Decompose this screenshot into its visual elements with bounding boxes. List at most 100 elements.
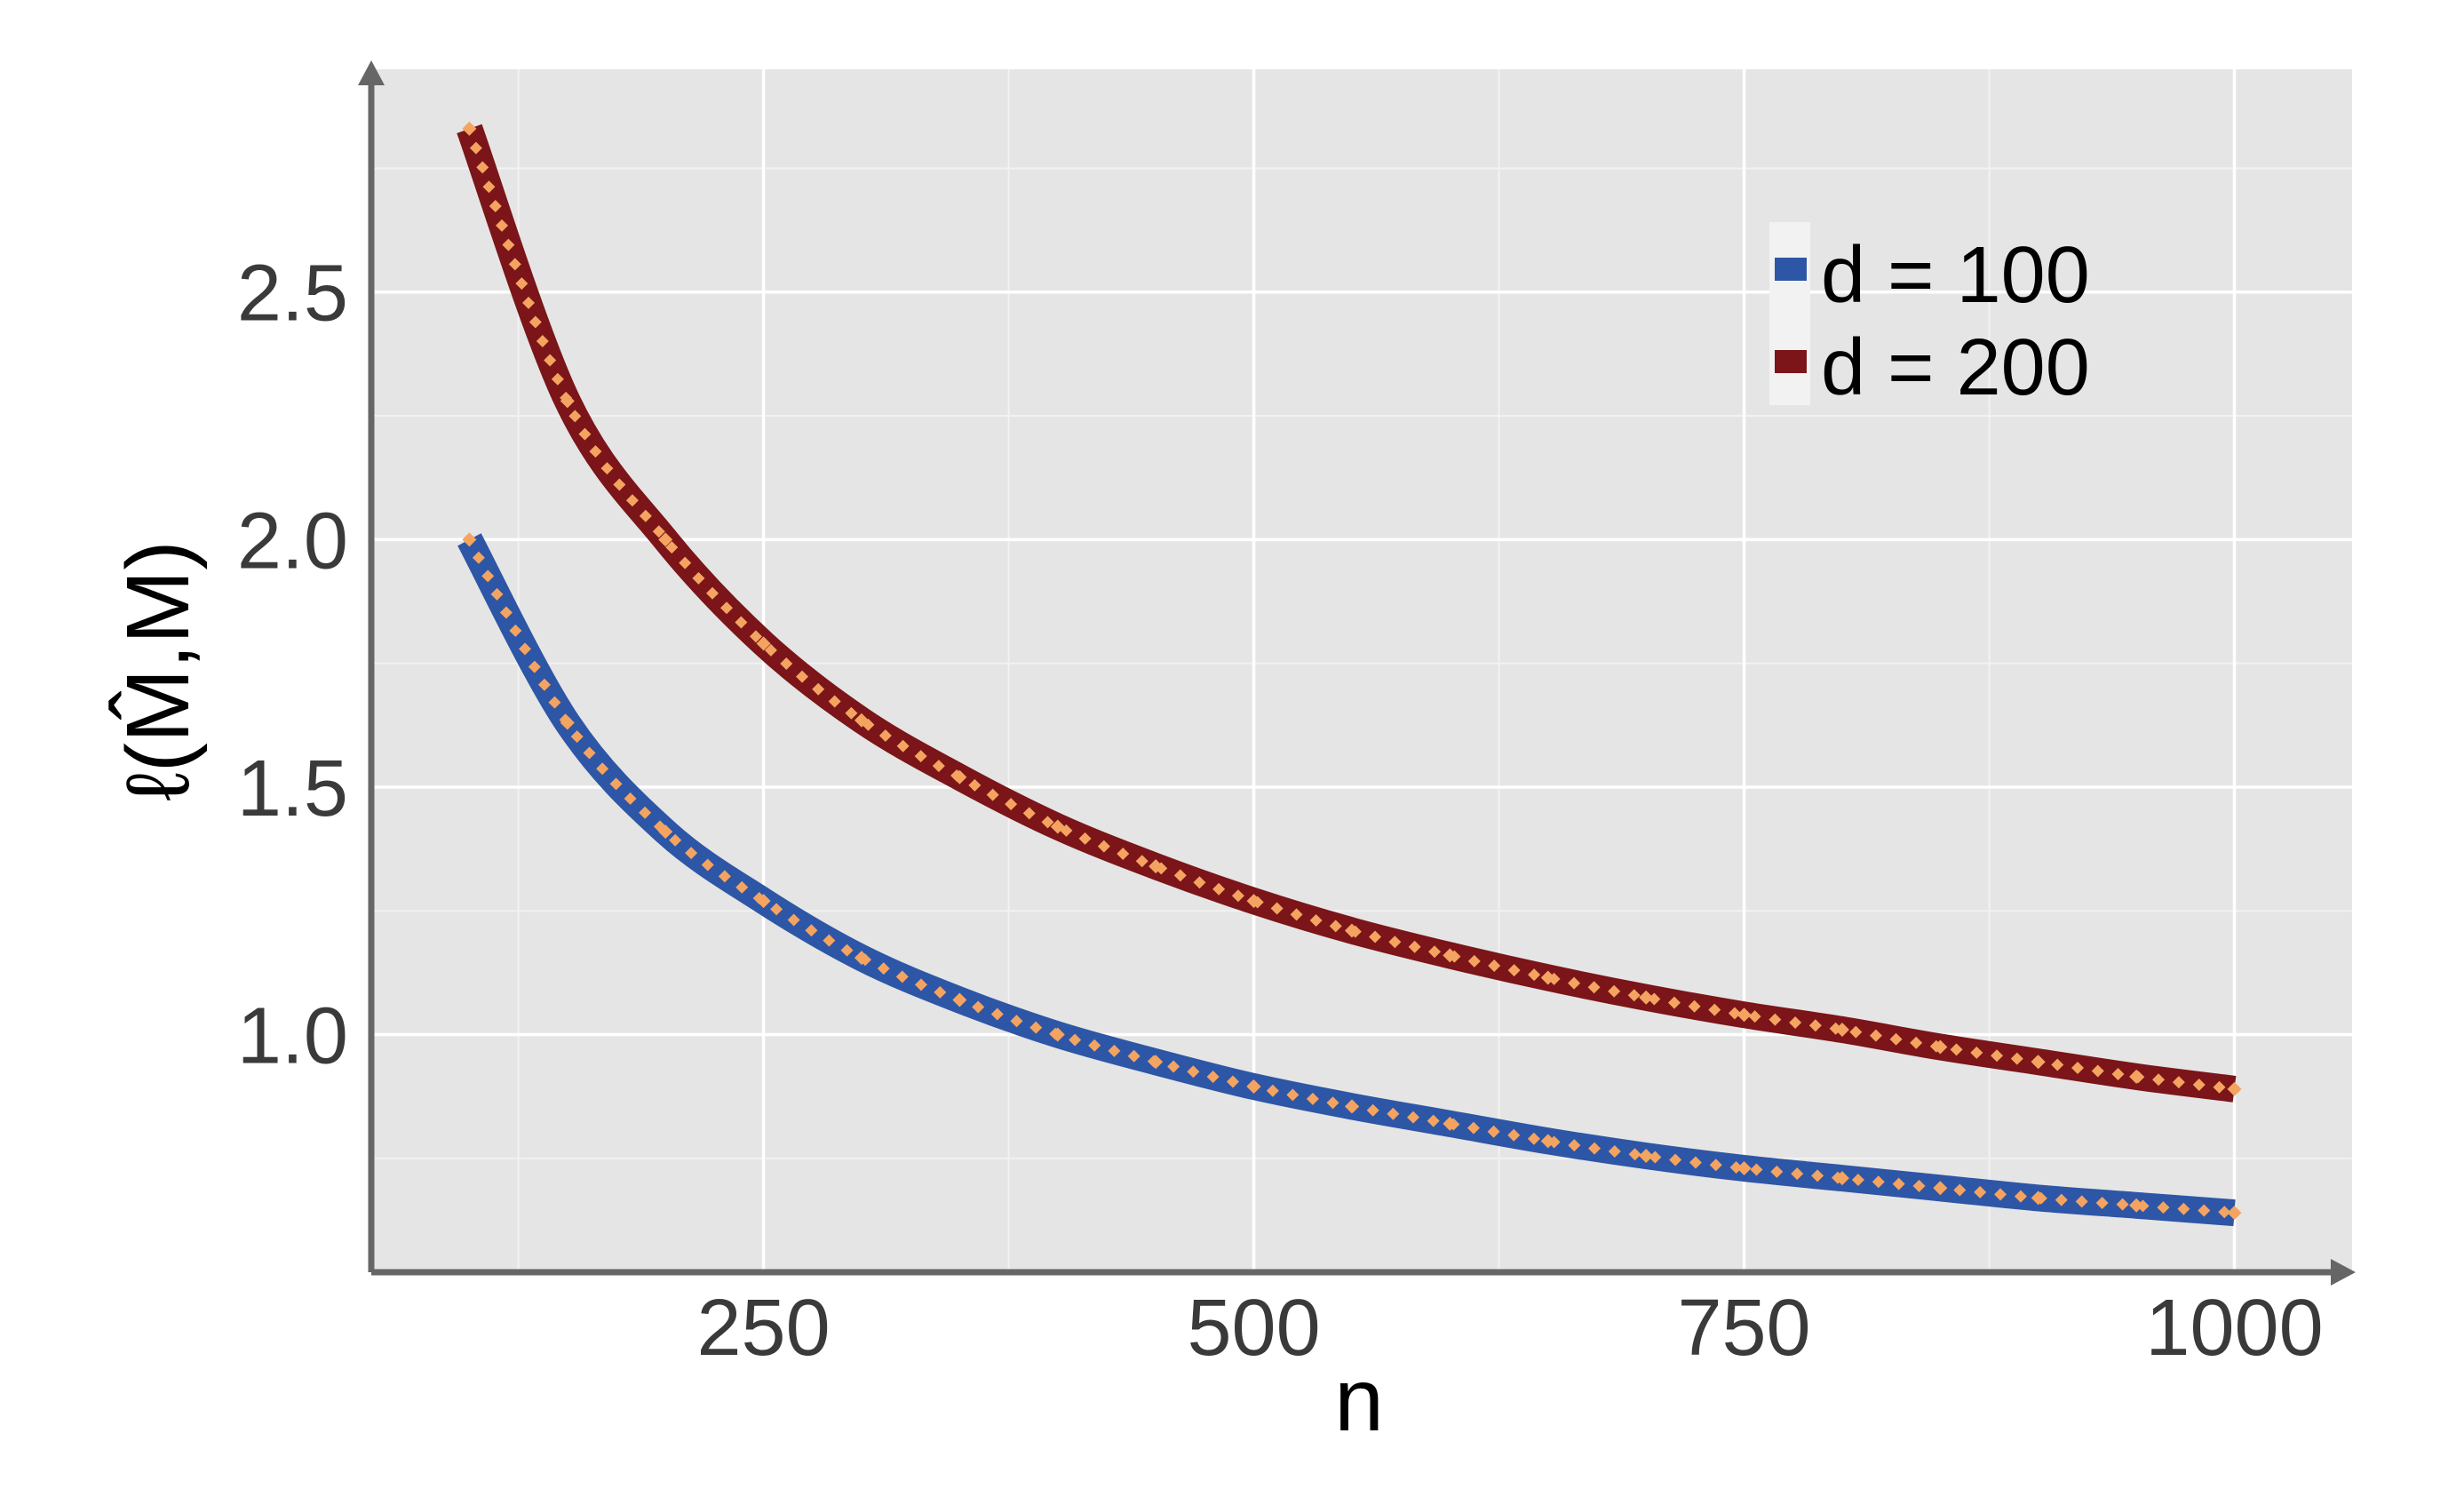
series-marker-1 (589, 445, 602, 458)
series-marker-1 (665, 541, 679, 554)
series-marker-0 (1069, 1033, 1082, 1047)
series-marker-1 (521, 296, 535, 309)
series-marker-1 (1309, 913, 1323, 927)
series-marker-0 (609, 777, 623, 791)
data-point-1 (1050, 819, 1065, 834)
series-marker-1 (529, 315, 542, 329)
series-marker-1 (1428, 945, 1442, 959)
series-marker-0 (2198, 1204, 2211, 1217)
data-point-0 (952, 992, 967, 1007)
series-marker-0 (805, 924, 818, 937)
data-point-1 (1639, 990, 1654, 1005)
series-marker-1 (482, 180, 496, 194)
series-marker-1 (1173, 869, 1187, 882)
series-marker-1 (1789, 1015, 1802, 1029)
series-marker-0 (1527, 1132, 1540, 1145)
series-marker-1 (1488, 960, 1501, 973)
series-marker-0 (2055, 1193, 2068, 1206)
series-marker-1 (1708, 1003, 1721, 1016)
data-point-1 (2129, 1069, 2144, 1084)
series-marker-0 (1226, 1075, 1239, 1088)
series-marker-1 (1528, 968, 1541, 982)
series-marker-0 (1286, 1088, 1300, 1102)
data-point-0 (1737, 1160, 1752, 1175)
series-marker-1 (1212, 882, 1226, 896)
series-marker-0 (1187, 1065, 1200, 1079)
legend-key-d100 (1775, 258, 1807, 281)
series-marker-0 (735, 880, 749, 894)
series-marker-1 (914, 750, 927, 763)
series-marker-1 (1748, 1010, 1761, 1023)
series-marker-1 (600, 462, 614, 475)
series-marker-0 (2218, 1206, 2231, 1219)
data-point-1 (462, 121, 477, 136)
x-axis-arrow-icon (2331, 1259, 2356, 1286)
data-point-0 (2031, 1190, 2046, 1206)
data-point-0 (1149, 1055, 1164, 1070)
series-marker-0 (1306, 1092, 1319, 1105)
data-point-0 (1933, 1181, 1948, 1196)
series-marker-0 (490, 587, 504, 601)
series-marker-0 (1366, 1103, 1379, 1117)
data-point-1 (1246, 894, 1261, 909)
series-marker-0 (2075, 1195, 2088, 1208)
series-marker-1 (878, 729, 892, 743)
series-marker-0 (1872, 1175, 1885, 1189)
data-point-0 (1344, 1099, 1359, 1114)
series-marker-1 (2051, 1058, 2064, 1071)
y-tick-label: 2.5 (237, 250, 348, 338)
series-marker-1 (2152, 1073, 2166, 1087)
series-marker-0 (877, 962, 890, 975)
y-tick-label: 2.0 (237, 497, 348, 585)
series-marker-1 (764, 643, 777, 657)
series-marker-1 (1568, 976, 1581, 990)
series-marker-0 (1167, 1060, 1180, 1073)
series-marker-1 (1078, 832, 1092, 845)
series-marker-0 (718, 870, 731, 883)
series-marker-0 (1709, 1159, 1722, 1172)
series-marker-0 (2177, 1202, 2190, 1215)
data-point-0 (1540, 1134, 1555, 1149)
series-marker-0 (1206, 1070, 1220, 1083)
series-marker-1 (625, 494, 639, 507)
series-marker-1 (508, 258, 521, 271)
series-marker-1 (515, 277, 529, 291)
series-marker-1 (1117, 848, 1130, 861)
series-marker-0 (499, 606, 513, 619)
data-point-0 (2129, 1198, 2144, 1213)
series-marker-0 (1851, 1173, 1864, 1186)
series-marker-1 (692, 571, 705, 585)
data-point-0 (658, 824, 673, 840)
data-point-1 (560, 394, 575, 409)
marker-layer (462, 121, 2242, 1221)
series-marker-1 (2010, 1052, 2023, 1065)
series-marker-1 (1950, 1043, 1963, 1056)
series-line-1 (457, 123, 2237, 1103)
series-marker-1 (828, 695, 841, 708)
data-point-1 (1834, 1022, 1849, 1037)
series-marker-0 (548, 696, 561, 709)
series-marker-0 (1127, 1049, 1141, 1063)
series-marker-1 (1869, 1029, 1882, 1042)
series-marker-1 (544, 354, 557, 367)
series-marker-0 (990, 1007, 1004, 1021)
series-marker-1 (1808, 1019, 1822, 1032)
series-marker-0 (1407, 1111, 1420, 1124)
series-marker-1 (568, 410, 582, 423)
series-marker-1 (1193, 876, 1206, 889)
series-marker-0 (1791, 1167, 1804, 1181)
series-marker-0 (2157, 1201, 2170, 1214)
series-marker-0 (472, 551, 485, 564)
series-marker-1 (1290, 908, 1303, 921)
series-marker-1 (1369, 930, 1382, 944)
x-tick-label: 1000 (2145, 1284, 2323, 1373)
series-marker-1 (845, 706, 858, 720)
data-point-0 (560, 715, 575, 730)
x-tick-label: 750 (1677, 1284, 1810, 1373)
series-marker-1 (1231, 889, 1244, 903)
series-marker-0 (583, 746, 596, 760)
series-marker-0 (1507, 1128, 1521, 1142)
series-marker-0 (1669, 1153, 1682, 1167)
series-marker-1 (735, 616, 748, 629)
data-point-0 (462, 532, 477, 547)
